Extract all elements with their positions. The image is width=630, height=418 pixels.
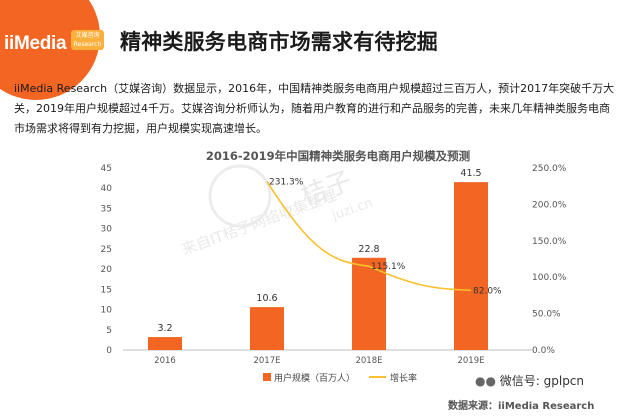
left-tick-label: 10 [101,306,113,316]
chart-legend: 用户规模（百万人） 增长率 [263,372,417,384]
right-axis-ticks: 0.0% 50.0% 100.0% 150.0% 200.0% 250.0% [532,164,567,356]
category-label: 2016 [154,356,176,366]
brand-logo-badge-cn: 艾媒咨询 [75,32,100,39]
brand-logo-badge-en: Research [73,41,102,48]
right-tick-label: 250.0% [532,164,567,174]
left-tick-label: 15 [101,285,112,295]
data-source: 数据来源：iiMedia Research [448,401,595,412]
left-tick-label: 25 [101,245,112,255]
bar-value-label: 3.2 [157,323,172,334]
growth-line [266,181,472,292]
page-title: 精神类服务电商市场需求有待挖掘 [120,30,438,54]
left-tick-label: 30 [101,225,113,235]
bar-value-labels: 3.2 10.6 22.8 41.5 [157,168,481,334]
bar-value-label: 10.6 [256,293,277,304]
left-tick-label: 0 [106,346,112,356]
wechat-label: 微信号: gplpcn [499,374,585,388]
right-tick-label: 50.0% [532,310,561,320]
bar-2018E [352,257,386,350]
legend-swatch-bar [263,373,271,381]
bar-value-label: 41.5 [460,168,481,179]
growth-point-label: 231.3% [269,178,304,188]
user-scale-chart: 桔子 juzi.cn 来自IT桔子网络收集整理 2016-2019年中国精神类服… [101,149,567,384]
category-label: 2019E [457,356,484,366]
bar-value-label: 22.8 [358,244,379,255]
left-axis-ticks: 0 5 10 15 20 25 30 35 40 45 [101,164,113,356]
bar-2019E [454,182,488,350]
left-tick-label: 5 [106,326,112,336]
wechat-id: ●● 微信号: gplpcn [475,372,584,389]
growth-point-label: 82.0% [473,286,502,296]
category-label: 2018E [355,356,382,366]
right-tick-label: 100.0% [532,273,567,283]
left-tick-label: 20 [101,265,113,275]
bar-2016 [148,337,182,350]
wechat-icon: ●● [475,374,500,388]
watermark-line: 来自IT桔子网络收集整理 [179,186,339,259]
growth-point-label: 115.1% [371,262,406,272]
right-tick-label: 150.0% [532,237,567,247]
category-labels: 2016 2017E 2018E 2019E [154,356,484,366]
right-tick-label: 200.0% [532,200,567,210]
left-tick-label: 45 [101,164,112,174]
chart-container: 桔子 juzi.cn 来自IT桔子网络收集整理 2016-2019年中国精神类服… [0,140,630,414]
intro-paragraph: iiMedia Research（艾媒咨询）数据显示，2016年，中国精神类服务… [14,82,615,135]
brand-logo-text: iiMedia [4,33,67,54]
brand-logo-badge: 艾媒咨询 Research [71,30,104,50]
bar-2017E [250,307,284,350]
legend-label-bar: 用户规模（百万人） [274,372,355,384]
legend-label-line: 增长率 [390,372,417,384]
watermark-circle [208,164,272,228]
left-tick-label: 35 [101,204,112,214]
growth-line-series: 231.3% 115.1% 82.0% [266,178,502,296]
category-label: 2017E [253,356,280,366]
right-tick-label: 0.0% [532,346,555,356]
bar-series [148,182,488,350]
left-tick-label: 40 [101,184,113,194]
chart-title: 2016-2019年中国精神类服务电商用户规模及预测 [206,149,470,163]
